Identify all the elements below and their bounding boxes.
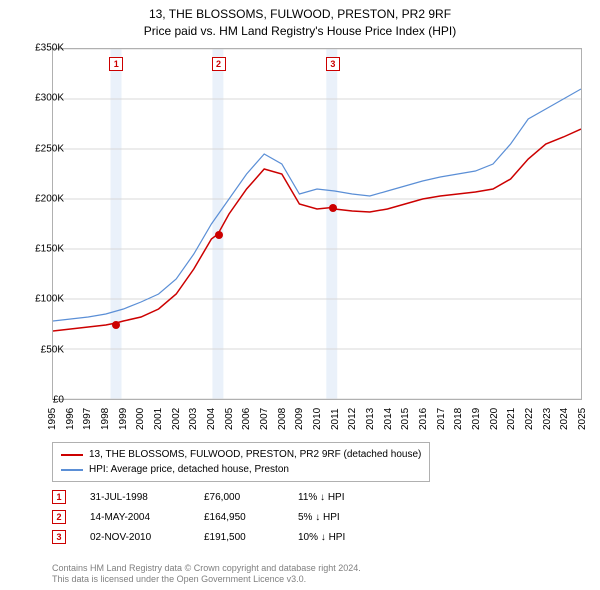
series-price_paid bbox=[53, 129, 581, 331]
legend-item-hpi: HPI: Average price, detached house, Pres… bbox=[61, 462, 421, 477]
x-axis-label: 1995 bbox=[47, 408, 58, 430]
x-axis-label: 2010 bbox=[312, 408, 323, 430]
sale-date: 14-MAY-2004 bbox=[90, 512, 180, 523]
x-axis-label: 2015 bbox=[400, 408, 411, 430]
footer-line-1: Contains HM Land Registry data © Crown c… bbox=[52, 563, 361, 575]
chart-svg bbox=[53, 49, 581, 399]
chart-container: 13, THE BLOSSOMS, FULWOOD, PRESTON, PR2 … bbox=[0, 0, 600, 590]
y-axis-label: £100K bbox=[14, 294, 64, 305]
legend-label-hpi: HPI: Average price, detached house, Pres… bbox=[89, 462, 289, 477]
x-axis-label: 2005 bbox=[224, 408, 235, 430]
x-axis-label: 2016 bbox=[418, 408, 429, 430]
x-axis-label: 1999 bbox=[118, 408, 129, 430]
title-line-2: Price paid vs. HM Land Registry's House … bbox=[0, 23, 600, 40]
series-hpi bbox=[53, 89, 581, 321]
footer-line-2: This data is licensed under the Open Gov… bbox=[52, 574, 361, 586]
x-axis-label: 1996 bbox=[65, 408, 76, 430]
x-axis-label: 2013 bbox=[365, 408, 376, 430]
sale-price: £164,950 bbox=[204, 512, 274, 523]
y-axis-label: £150K bbox=[14, 244, 64, 255]
y-axis-label: £50K bbox=[14, 344, 64, 355]
marker-box-1: 1 bbox=[109, 57, 123, 71]
x-axis-label: 2022 bbox=[524, 408, 535, 430]
y-axis-label: £250K bbox=[14, 143, 64, 154]
plot-area: 1 2 3 bbox=[52, 48, 582, 400]
x-axis-label: 2012 bbox=[347, 408, 358, 430]
x-axis-label: 2019 bbox=[471, 408, 482, 430]
title-block: 13, THE BLOSSOMS, FULWOOD, PRESTON, PR2 … bbox=[0, 0, 600, 40]
x-axis-label: 1997 bbox=[82, 408, 93, 430]
x-axis-label: 2000 bbox=[135, 408, 146, 430]
sale-dot-1 bbox=[112, 321, 120, 329]
sale-row-3: 3 02-NOV-2010 £191,500 10% ↓ HPI bbox=[52, 530, 378, 544]
sale-marker-2: 2 bbox=[52, 510, 66, 524]
x-axis-label: 2025 bbox=[577, 408, 588, 430]
sale-delta: 11% ↓ HPI bbox=[298, 492, 378, 503]
legend: 13, THE BLOSSOMS, FULWOOD, PRESTON, PR2 … bbox=[52, 442, 430, 482]
legend-swatch-price-paid bbox=[61, 454, 83, 456]
legend-label-price-paid: 13, THE BLOSSOMS, FULWOOD, PRESTON, PR2 … bbox=[89, 447, 421, 462]
x-axis-label: 1998 bbox=[100, 408, 111, 430]
x-axis-label: 2002 bbox=[171, 408, 182, 430]
x-axis-label: 2024 bbox=[559, 408, 570, 430]
x-axis-label: 2020 bbox=[489, 408, 500, 430]
x-axis-label: 2023 bbox=[542, 408, 553, 430]
y-axis-label: £300K bbox=[14, 93, 64, 104]
x-axis-ticks: 1995199619971998199920002001200220032004… bbox=[52, 402, 582, 438]
sale-dot-3 bbox=[329, 204, 337, 212]
x-axis-label: 2021 bbox=[506, 408, 517, 430]
title-line-1: 13, THE BLOSSOMS, FULWOOD, PRESTON, PR2 … bbox=[0, 6, 600, 23]
x-axis-label: 2011 bbox=[330, 408, 341, 430]
sale-row-1: 1 31-JUL-1998 £76,000 11% ↓ HPI bbox=[52, 490, 378, 504]
sale-row-2: 2 14-MAY-2004 £164,950 5% ↓ HPI bbox=[52, 510, 378, 524]
sale-delta: 10% ↓ HPI bbox=[298, 532, 378, 543]
marker-box-2: 2 bbox=[212, 57, 226, 71]
x-axis-label: 2014 bbox=[383, 408, 394, 430]
sales-table: 1 31-JUL-1998 £76,000 11% ↓ HPI 2 14-MAY-2004… bbox=[52, 490, 378, 550]
y-axis-label: £350K bbox=[14, 43, 64, 54]
sale-price: £191,500 bbox=[204, 532, 274, 543]
sale-delta: 5% ↓ HPI bbox=[298, 512, 378, 523]
sale-marker-3: 3 bbox=[52, 530, 66, 544]
marker-box-3: 3 bbox=[326, 57, 340, 71]
x-axis-label: 2018 bbox=[453, 408, 464, 430]
sale-marker-1: 1 bbox=[52, 490, 66, 504]
sale-dot-2 bbox=[215, 231, 223, 239]
x-axis-label: 2004 bbox=[206, 408, 217, 430]
sale-date: 02-NOV-2010 bbox=[90, 532, 180, 543]
sale-price: £76,000 bbox=[204, 492, 274, 503]
x-axis-label: 2017 bbox=[436, 408, 447, 430]
legend-swatch-hpi bbox=[61, 469, 83, 471]
sale-date: 31-JUL-1998 bbox=[90, 492, 180, 503]
y-axis-label: £200K bbox=[14, 193, 64, 204]
x-axis-label: 2007 bbox=[259, 408, 270, 430]
x-axis-label: 2001 bbox=[153, 408, 164, 430]
x-axis-label: 2003 bbox=[188, 408, 199, 430]
x-axis-label: 2008 bbox=[277, 408, 288, 430]
footer: Contains HM Land Registry data © Crown c… bbox=[52, 563, 361, 586]
x-axis-label: 2006 bbox=[241, 408, 252, 430]
legend-item-price-paid: 13, THE BLOSSOMS, FULWOOD, PRESTON, PR2 … bbox=[61, 447, 421, 462]
x-axis-label: 2009 bbox=[294, 408, 305, 430]
